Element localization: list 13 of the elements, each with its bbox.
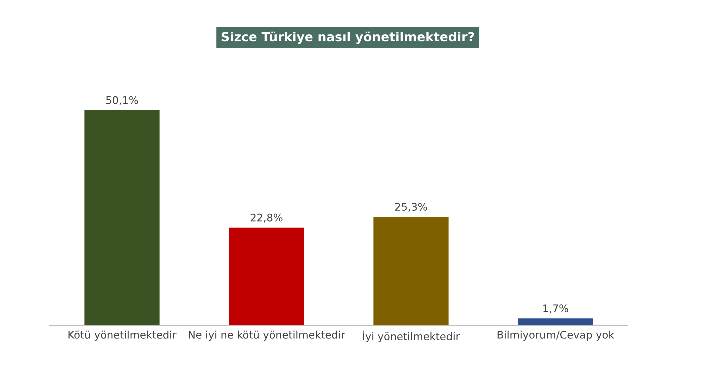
- x-tick-label: Kötü yönetilmektedir: [68, 330, 177, 341]
- data-label: 25,3%: [395, 203, 428, 212]
- bar: [229, 228, 304, 326]
- chart-title: Sizce Türkiye nasıl yönetilmektedir?: [222, 32, 474, 44]
- bar: [518, 318, 594, 326]
- bar: [374, 217, 449, 326]
- x-tick-label: İyi yönetilmektedir: [363, 330, 460, 343]
- data-label: 1,7%: [544, 304, 568, 314]
- data-label: 50,1%: [106, 96, 138, 106]
- x-tick-label: Bilmiyorum/Cevap yok: [498, 330, 615, 341]
- x-tick-label: Ne iyi ne kötü yönetilmektedir: [189, 330, 346, 341]
- bar: [84, 110, 160, 326]
- data-label: 22,8%: [250, 214, 283, 223]
